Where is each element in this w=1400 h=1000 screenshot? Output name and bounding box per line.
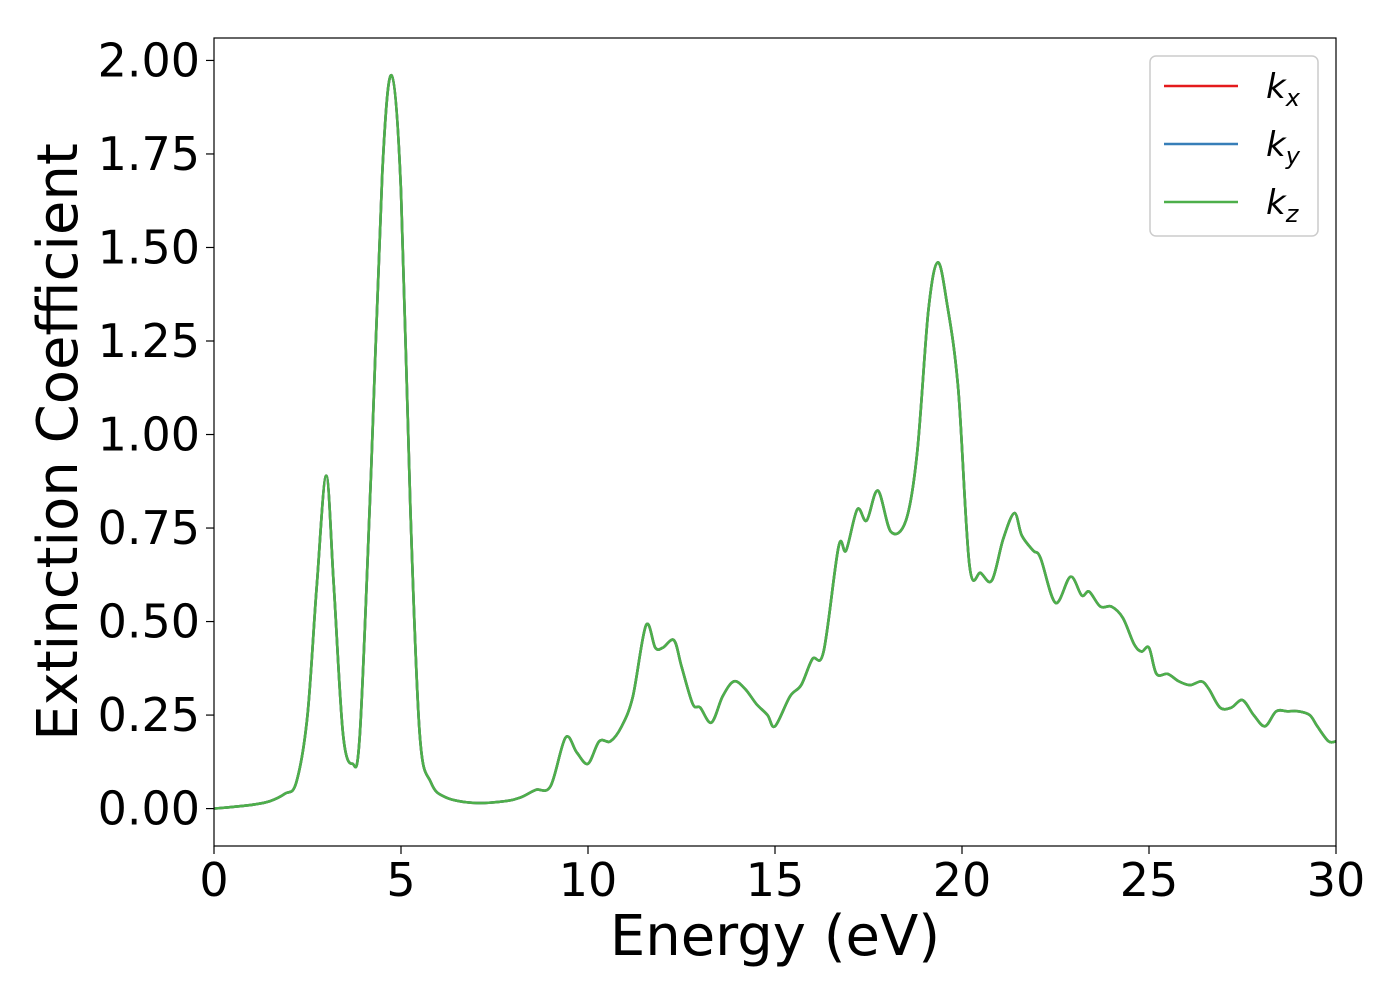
x-tick-label: 30 [1307,853,1366,907]
legend-label-kz: kz [1266,183,1300,228]
x-tick-label: 25 [1120,853,1179,907]
legend: kx ky kz [1149,55,1319,237]
x-axis: 0 5 10 15 20 25 30 [199,846,1365,907]
x-tick-label: 20 [933,853,992,907]
y-tick-label: 0.00 [98,782,200,836]
x-tick-label: 15 [746,853,805,907]
y-tick-label: 0.50 [98,595,200,649]
y-tick-label: 2.00 [98,33,200,87]
y-axis: 0.00 0.25 0.50 0.75 1.00 1.25 1.50 1.75 2.00 [98,33,214,836]
legend-box [1149,55,1319,237]
y-tick-label: 0.25 [98,688,200,742]
y-tick-label: 1.00 [98,408,200,462]
y-tick-label: 1.25 [98,314,200,368]
y-axis-label: Extinction Coefficient [26,143,91,741]
legend-label-ky: ky [1266,125,1301,170]
legend-label-kx: kx [1266,67,1301,112]
x-tick-label: 0 [199,853,228,907]
y-tick-label: 1.50 [98,220,200,274]
x-axis-label: Energy (eV) [610,904,940,969]
y-tick-label: 0.75 [98,501,200,555]
x-tick-label: 5 [386,853,415,907]
plot-lines [213,74,1337,810]
y-tick-label: 1.75 [98,127,200,181]
series-line-kz [213,74,1337,810]
x-tick-label: 10 [559,853,618,907]
